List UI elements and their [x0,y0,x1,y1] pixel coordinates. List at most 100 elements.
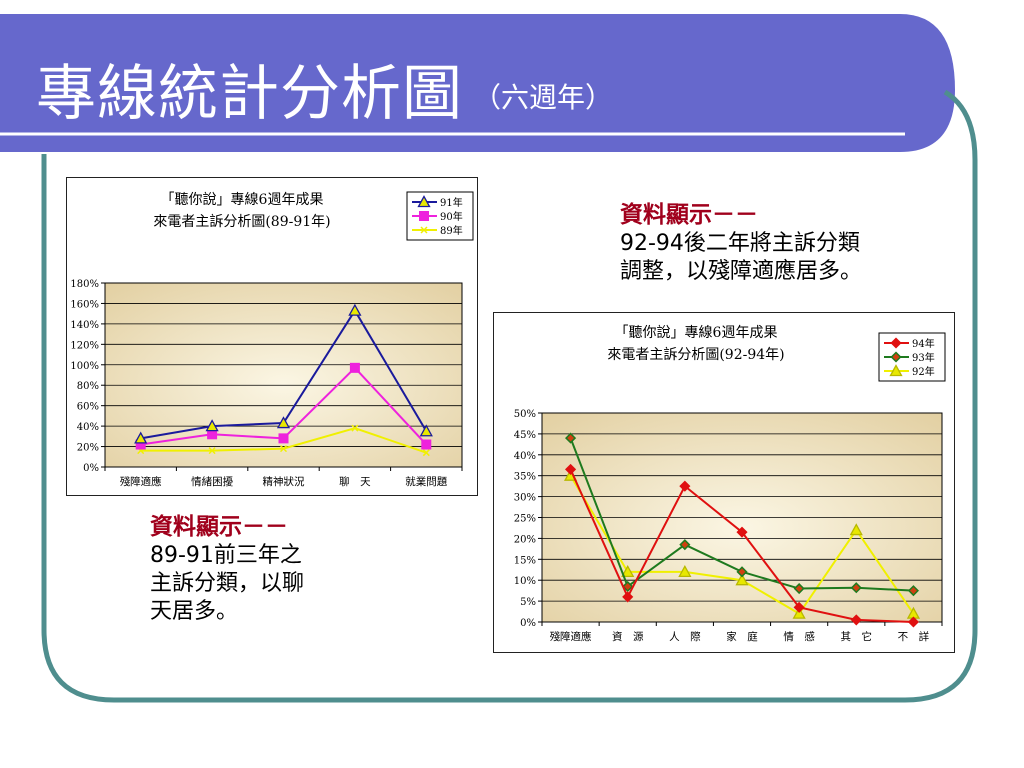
legend-label: 89年 [440,224,463,237]
content-border [41,89,978,703]
data-point [736,566,748,578]
chart-title: 「聽你說」專線6週年成果 [161,191,324,208]
y-tick-label: 30% [514,493,536,504]
data-point [735,573,749,586]
y-tick-label: 0% [520,618,536,629]
banner-background [0,14,955,152]
x-tick-label: 情 感 [783,630,815,643]
y-tick-label: 10% [514,576,536,587]
y-tick-label: 80% [77,381,99,392]
note-line: 天居多。 [150,599,239,624]
data-point [679,539,691,551]
legend-marker [890,351,902,363]
data-point [849,523,863,536]
data-point [793,601,805,613]
y-tick-label: 45% [514,430,536,441]
legend-marker [420,226,428,234]
x-tick-label: 精神狀況 [263,475,305,488]
data-point [349,362,360,373]
page-title: 專線統計分析圖 [36,59,463,129]
x-tick-label: 人 際 [669,631,701,643]
note-line: 調整，以殘障適應居多。 [620,259,863,284]
data-point [622,591,634,603]
y-tick-label: 60% [77,402,99,413]
x-tick-label: 家 庭 [726,630,758,643]
data-point [907,585,919,597]
x-tick-label: 資 源 [612,630,644,643]
data-point [279,445,288,453]
y-tick-label: 5% [520,597,536,608]
legend-label: 93年 [912,351,935,364]
chart-title: 來電者主訴分析圖(89-91年) [153,214,330,230]
legend-marker [889,364,903,377]
x-tick-label: 殘障適應 [120,475,162,488]
data-point [276,416,291,429]
legend-marker [890,337,902,349]
data-point [565,463,577,475]
chart-title: 來電者主訴分析圖(92-94年) [607,347,784,363]
y-tick-label: 25% [514,514,536,525]
chart-title: 「聽你說」專線6週年成果 [615,324,778,341]
legend-label: 94年 [912,337,935,350]
y-tick-label: 50% [514,409,536,420]
note-line: 主訴分類，以聊 [150,571,305,596]
y-tick-label: 40% [514,451,536,462]
data-point [421,439,432,450]
data-point [792,606,806,619]
x-tick-label: 殘障適應 [550,630,592,643]
y-tick-label: 15% [514,555,536,566]
chart-92-94: 「聽你說」專線6週年成果 來電者主訴分析圖(92-94年) 94年 93年 92年 0% 5… [493,312,955,653]
data-point [565,432,577,444]
slide-title: 專線統計分析圖 （六週年） [36,24,613,124]
y-tick-label: 100% [70,361,99,372]
data-point [622,580,634,593]
y-tick-label: 120% [70,340,99,351]
y-tick-label: 20% [514,534,536,545]
note-89-91: 資料顯示－－ 89-91前三年之 主訴分類，以聊 天居多。 [150,512,380,626]
note-heading: 資料顯示－－ [150,514,288,540]
data-point [419,424,433,437]
y-tick-label: 40% [77,422,99,433]
x-tick-label: 其 它 [841,630,873,643]
note-92-94: 資料顯示－－ 92-94後二年將主訴分類 調整，以殘障適應居多。 [620,200,950,286]
page-subtitle: （六週年） [473,81,614,114]
legend-marker [419,211,429,221]
chart-89-91: 「聽你說」專線6週年成果 來電者主訴分析圖(89-91年) 91年 90年 89年 0% 2… [66,177,478,496]
data-point [678,564,692,577]
note-line: 89-91前三年之 [150,543,302,568]
data-point [208,447,216,455]
y-tick-label: 20% [77,443,99,454]
data-point [907,616,919,628]
x-tick-label: 聊 天 [339,475,371,488]
legend-label: 92年 [912,365,935,378]
y-tick-label: 140% [70,320,99,331]
legend-label: 90年 [440,210,463,223]
legend-marker [417,195,431,208]
y-tick-label: 35% [514,472,536,483]
data-point [850,614,862,626]
data-point [278,433,289,444]
data-point [351,424,359,432]
data-point [205,419,219,432]
data-point [736,526,748,538]
y-tick-label: 0% [83,463,99,474]
data-point [621,564,635,577]
data-point [793,582,805,595]
y-tick-label: 180% [70,279,99,290]
data-point [679,480,691,492]
legend-label: 91年 [440,196,463,209]
data-point [422,449,430,457]
note-line: 92-94後二年將主訴分類 [620,231,860,256]
x-tick-label: 情緒困擾 [191,475,233,488]
data-point [850,582,862,594]
y-tick-label: 160% [70,299,99,310]
data-point [134,431,148,444]
data-point [348,303,362,316]
x-tick-label: 不 詳 [898,630,930,643]
note-heading: 資料顯示－－ [620,202,758,228]
